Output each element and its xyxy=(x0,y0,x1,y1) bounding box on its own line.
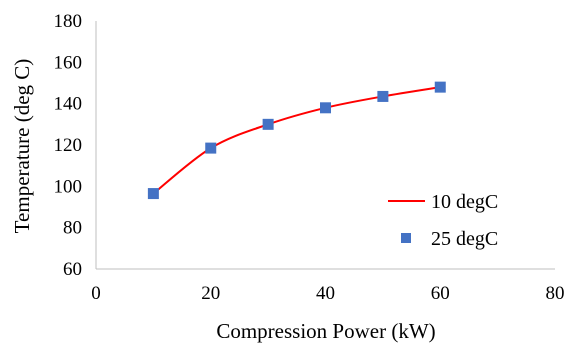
x-tick-label: 80 xyxy=(546,283,565,304)
x-tick-label: 60 xyxy=(431,283,450,304)
legend-label: 25 degC xyxy=(431,228,498,250)
data-point-25-degc xyxy=(205,142,217,154)
y-tick-labels: 60 80 100 120 140 160 180 xyxy=(54,11,83,280)
legend-label: 10 degC xyxy=(431,191,498,213)
y-tick-label: 160 xyxy=(54,52,83,73)
x-axis-title: Compression Power (kW) xyxy=(216,319,435,343)
y-tick-label: 100 xyxy=(54,176,83,197)
data-point-25-degc xyxy=(320,102,331,114)
legend-swatch-marker xyxy=(401,233,411,243)
x-tick-label: 0 xyxy=(91,283,101,304)
data-point-25-degc xyxy=(262,118,274,130)
plot-series xyxy=(147,81,446,200)
y-tick-label: 120 xyxy=(54,135,83,156)
y-tick-label: 80 xyxy=(63,218,82,239)
y-tick-label: 140 xyxy=(54,94,83,115)
series-line-10-degc xyxy=(152,86,441,195)
y-tick-label: 180 xyxy=(54,11,83,32)
axes xyxy=(95,21,555,270)
x-tick-labels: 0 20 40 60 80 xyxy=(91,283,564,304)
y-axis-title: Temperature (deg C) xyxy=(10,59,34,234)
data-point-25-degc xyxy=(377,90,389,102)
x-tick-label: 40 xyxy=(316,283,335,304)
data-point-25-degc xyxy=(434,81,446,93)
x-tick-label: 20 xyxy=(201,283,220,304)
legend: 10 degC 25 degC xyxy=(388,191,498,250)
y-tick-label: 60 xyxy=(63,259,82,280)
data-point-25-degc xyxy=(147,188,159,200)
